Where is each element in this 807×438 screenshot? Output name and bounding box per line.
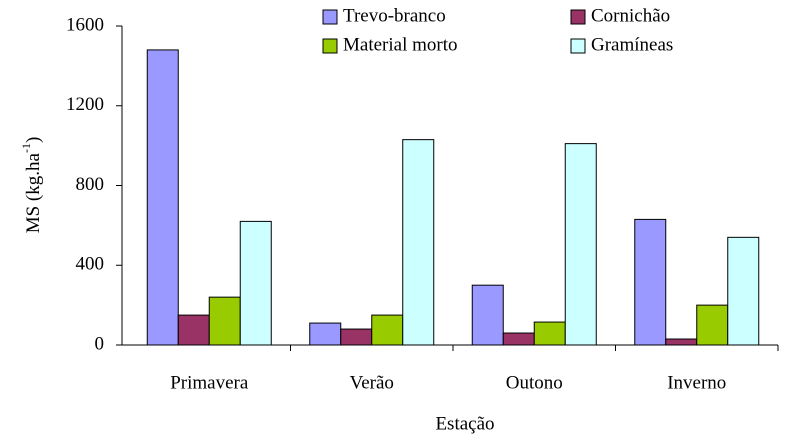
bar bbox=[564, 143, 597, 346]
legend-swatch bbox=[570, 38, 586, 54]
bar bbox=[340, 328, 373, 346]
x-axis-label: Estação bbox=[435, 413, 494, 434]
x-tick-label: Outono bbox=[506, 372, 563, 393]
bar bbox=[471, 284, 504, 346]
y-label-main: MS (kg.ha bbox=[23, 152, 44, 233]
x-tick-label: Verão bbox=[350, 372, 394, 393]
legend-swatch bbox=[322, 9, 338, 25]
y-axis-label: MS (kg.ha-1) bbox=[19, 137, 45, 234]
bar bbox=[533, 321, 566, 346]
y-label-sup: -1 bbox=[19, 143, 33, 153]
y-tick-label: 0 bbox=[95, 333, 105, 354]
y-tick-label: 800 bbox=[76, 174, 105, 195]
legend-swatch bbox=[322, 38, 338, 54]
bar bbox=[239, 220, 272, 346]
x-tick-label: Primavera bbox=[170, 372, 249, 393]
bar bbox=[309, 322, 342, 346]
bar bbox=[727, 236, 760, 346]
y-tick-label: 400 bbox=[76, 254, 105, 275]
legend-label: Cornichão bbox=[591, 5, 670, 26]
bar bbox=[502, 332, 535, 346]
bar bbox=[696, 304, 729, 346]
bar bbox=[665, 338, 698, 346]
y-label-end: ) bbox=[23, 137, 44, 143]
bar bbox=[634, 218, 667, 346]
legend-label: Gramíneas bbox=[591, 34, 673, 55]
y-tick-label: 1600 bbox=[66, 14, 104, 35]
y-tick-label: 1200 bbox=[66, 94, 104, 115]
legend-swatch bbox=[570, 9, 586, 25]
legend-label: Trevo-branco bbox=[343, 5, 446, 26]
bar bbox=[208, 296, 241, 346]
x-tick-label: Inverno bbox=[667, 372, 726, 393]
bar bbox=[146, 49, 179, 346]
bar bbox=[177, 314, 210, 346]
bar bbox=[402, 139, 435, 346]
bar bbox=[371, 314, 404, 346]
legend-label: Material morto bbox=[343, 34, 458, 55]
